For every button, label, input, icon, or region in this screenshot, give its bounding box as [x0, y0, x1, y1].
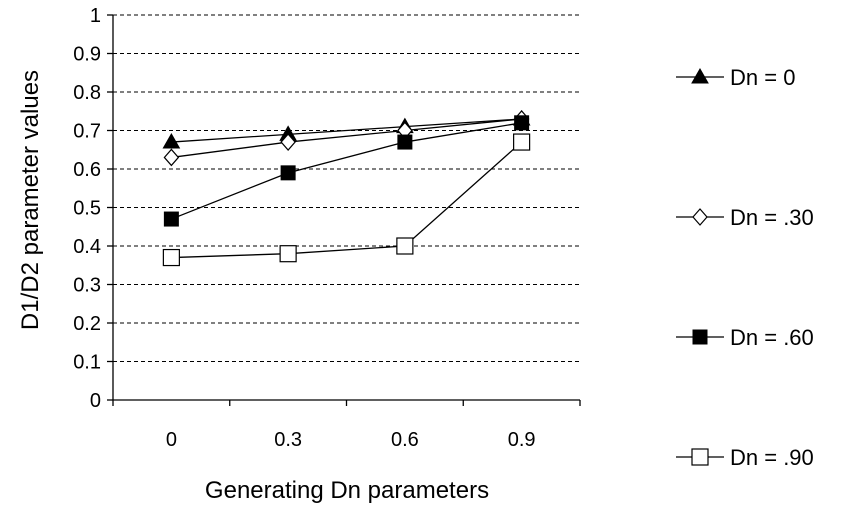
legend-label: Dn = .30	[730, 205, 814, 230]
data-point	[163, 211, 179, 227]
legend-marker	[691, 67, 709, 84]
series-line	[171, 118, 522, 143]
legend-label: Dn = .90	[730, 445, 814, 470]
series-3	[163, 115, 530, 227]
series-line	[171, 118, 522, 159]
data-point	[514, 115, 530, 131]
data-point	[279, 245, 297, 263]
x-tick-label: 0	[166, 429, 177, 451]
legend-item: Dn = .60	[676, 325, 814, 350]
legend-marker	[692, 329, 708, 345]
series-layer	[162, 109, 531, 267]
gridlines	[113, 14, 580, 362]
legend-marker	[691, 448, 709, 466]
y-tick-label: 0.7	[73, 121, 101, 143]
series-1	[162, 109, 531, 149]
x-axis-ticks: 0 0.3 0.6 0.9	[112, 400, 581, 451]
legend: Dn = 0 Dn = .30 Dn = .60 Dn = .90	[676, 65, 814, 470]
legend-item: Dn = 0	[676, 65, 795, 90]
y-tick-label: 0	[90, 390, 101, 412]
y-tick-label: 0.2	[73, 313, 101, 335]
y-tick-label: 0.5	[73, 198, 101, 220]
data-point	[396, 237, 414, 255]
legend-marker	[692, 208, 708, 226]
y-axis-ticks: 0 0.1 0.2 0.3 0.4 0.5 0.6 0.7 0.8 0.9 1	[73, 5, 113, 412]
data-point	[162, 133, 181, 149]
data-point	[397, 134, 413, 150]
series-line	[171, 122, 522, 220]
y-tick-label: 0.4	[73, 236, 101, 258]
y-axis-label: D1/D2 parameter values	[17, 70, 44, 330]
legend-item: Dn = .30	[676, 205, 814, 230]
x-tick-label: 0.6	[391, 429, 419, 451]
y-tick-label: 0.9	[73, 44, 101, 66]
data-point	[162, 248, 180, 267]
data-point	[280, 165, 296, 181]
x-axis-label: Generating Dn parameters	[205, 477, 489, 504]
legend-label: Dn = 0	[730, 65, 795, 90]
legend-label: Dn = .60	[730, 325, 814, 350]
x-tick-label: 0.3	[274, 429, 302, 451]
y-tick-label: 0.3	[73, 275, 101, 297]
series-2	[163, 110, 530, 167]
y-tick-label: 0.1	[73, 352, 101, 374]
series-line	[171, 141, 523, 259]
data-point	[163, 148, 180, 167]
legend-item: Dn = .90	[676, 445, 814, 470]
x-tick-label: 0.9	[508, 429, 536, 451]
data-point	[280, 133, 296, 151]
series-4	[162, 133, 531, 267]
data-point	[513, 133, 531, 151]
y-tick-label: 1	[90, 5, 101, 27]
y-tick-label: 0.8	[73, 82, 101, 104]
y-tick-label: 0.6	[73, 159, 101, 181]
